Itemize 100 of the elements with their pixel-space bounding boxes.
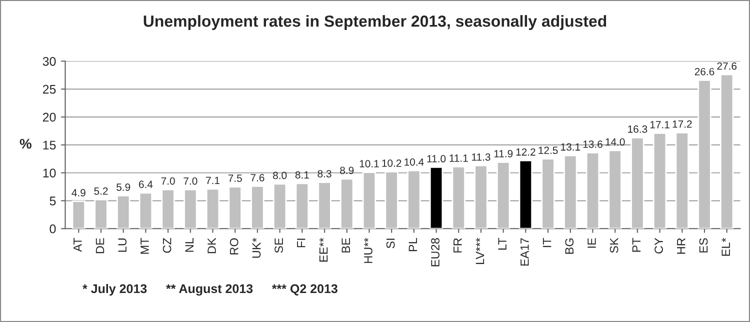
bar (518, 160, 533, 229)
x-tick-label: EA17 (520, 238, 529, 266)
bar (72, 200, 86, 229)
bar (116, 194, 130, 229)
data-label: 12.5 (538, 146, 558, 154)
x-tick-label: FI (297, 238, 306, 248)
data-label: 5.9 (116, 183, 130, 191)
bar (474, 164, 488, 229)
x-tick-label: EL* (722, 238, 730, 256)
y-tick-label: 20 (42, 112, 56, 122)
bar (564, 154, 578, 229)
bar (295, 182, 310, 229)
y-axis-title: % (20, 138, 32, 149)
data-label: 26.6 (694, 68, 714, 76)
x-tick-label: RO (230, 238, 238, 254)
chart-title: Unemployment rates in September 2013, seasonally adjusted (144, 15, 606, 30)
bar (675, 132, 689, 229)
data-label: 14.0 (606, 138, 625, 146)
data-label: 5.2 (94, 187, 108, 195)
x-tick-label: EU28 (431, 238, 440, 266)
data-label: 8.1 (295, 171, 309, 179)
y-tick-label: 5 (50, 196, 56, 206)
x-tick-label: SE (274, 238, 283, 253)
x-tick-label: BG (565, 238, 574, 254)
x-tick-label: LU (118, 238, 127, 252)
y-tick-label: 10 (43, 168, 56, 178)
x-tick-label: SK (610, 238, 618, 253)
data-label: 11.1 (450, 154, 468, 162)
x-tick-label: CZ (162, 238, 172, 253)
x-tick-label: EE** (319, 238, 328, 262)
bar (138, 192, 153, 229)
bar (384, 170, 398, 229)
x-tick-label: PT (632, 238, 640, 252)
data-label: 12.2 (516, 148, 536, 156)
data-label: 13.6 (583, 140, 602, 148)
y-tick-label: 0 (50, 224, 56, 234)
data-label: 11.3 (472, 153, 490, 161)
data-label: 7.1 (206, 176, 220, 184)
x-tick-label: ES (699, 238, 708, 252)
data-label: 10.4 (404, 158, 424, 166)
x-tick-label: MT (140, 238, 149, 254)
bar (272, 183, 287, 229)
bar (586, 152, 600, 229)
data-label: 13.1 (561, 143, 580, 151)
bar (250, 186, 264, 229)
bar (720, 74, 734, 229)
data-label: 4.9 (72, 189, 86, 196)
y-tick-label: 30 (42, 56, 56, 66)
data-label: 16.3 (628, 125, 648, 133)
x-tick-label: CY (654, 238, 663, 254)
data-label: 6.4 (139, 180, 153, 188)
text: ** August 2013 (166, 284, 253, 296)
bar (541, 158, 555, 229)
x-tick-label: BE (342, 238, 350, 252)
data-label: 10.1 (360, 160, 379, 168)
data-label: 8.0 (273, 172, 287, 180)
bar (698, 79, 712, 229)
bar (318, 182, 332, 229)
x-tick-label: LT (498, 238, 506, 250)
text: * July 2013 (82, 284, 147, 296)
x-tick-label: LV*** (476, 238, 484, 264)
x-tick-label: SI (386, 238, 395, 248)
data-label: 7.0 (161, 177, 175, 185)
bar (206, 188, 220, 229)
x-tick-label: HU** (364, 238, 372, 263)
x-tick-label: IT (542, 238, 552, 248)
bar (94, 198, 108, 229)
bar (630, 136, 644, 229)
x-tick-label: AT (74, 238, 82, 252)
y-tick-label: 25 (42, 84, 56, 94)
data-label: 17.1 (650, 121, 670, 128)
x-tick-label: UK* (252, 238, 261, 258)
bar (452, 166, 466, 229)
bar (184, 188, 198, 229)
data-label: 17.2 (672, 120, 692, 128)
x-tick-label: FR (454, 238, 462, 252)
data-label: 7.6 (250, 174, 264, 182)
x-tick-label: DE (96, 238, 104, 254)
bar (362, 172, 376, 229)
x-tick-label: NL (185, 238, 194, 252)
x-tick-label: IE (588, 238, 596, 248)
data-label: 8.3 (318, 170, 332, 178)
bar (429, 166, 444, 229)
data-label: 11.0 (427, 155, 446, 162)
data-label: 7.0 (184, 177, 198, 185)
text: *** Q2 2013 (272, 284, 338, 296)
data-label: 27.6 (717, 62, 737, 70)
bar (340, 178, 354, 229)
x-tick-label: DK (208, 238, 216, 254)
data-label: 7.5 (228, 174, 242, 182)
x-tick-label: HR (677, 238, 686, 254)
data-label: 8.9 (340, 166, 354, 174)
x-tick-label: PL (408, 238, 417, 252)
bar (228, 186, 242, 229)
data-label: 10.2 (382, 159, 402, 167)
bar (652, 132, 667, 229)
y-tick-label: 15 (43, 140, 56, 150)
bar (161, 188, 175, 229)
bar (496, 162, 510, 229)
bar (407, 170, 421, 229)
